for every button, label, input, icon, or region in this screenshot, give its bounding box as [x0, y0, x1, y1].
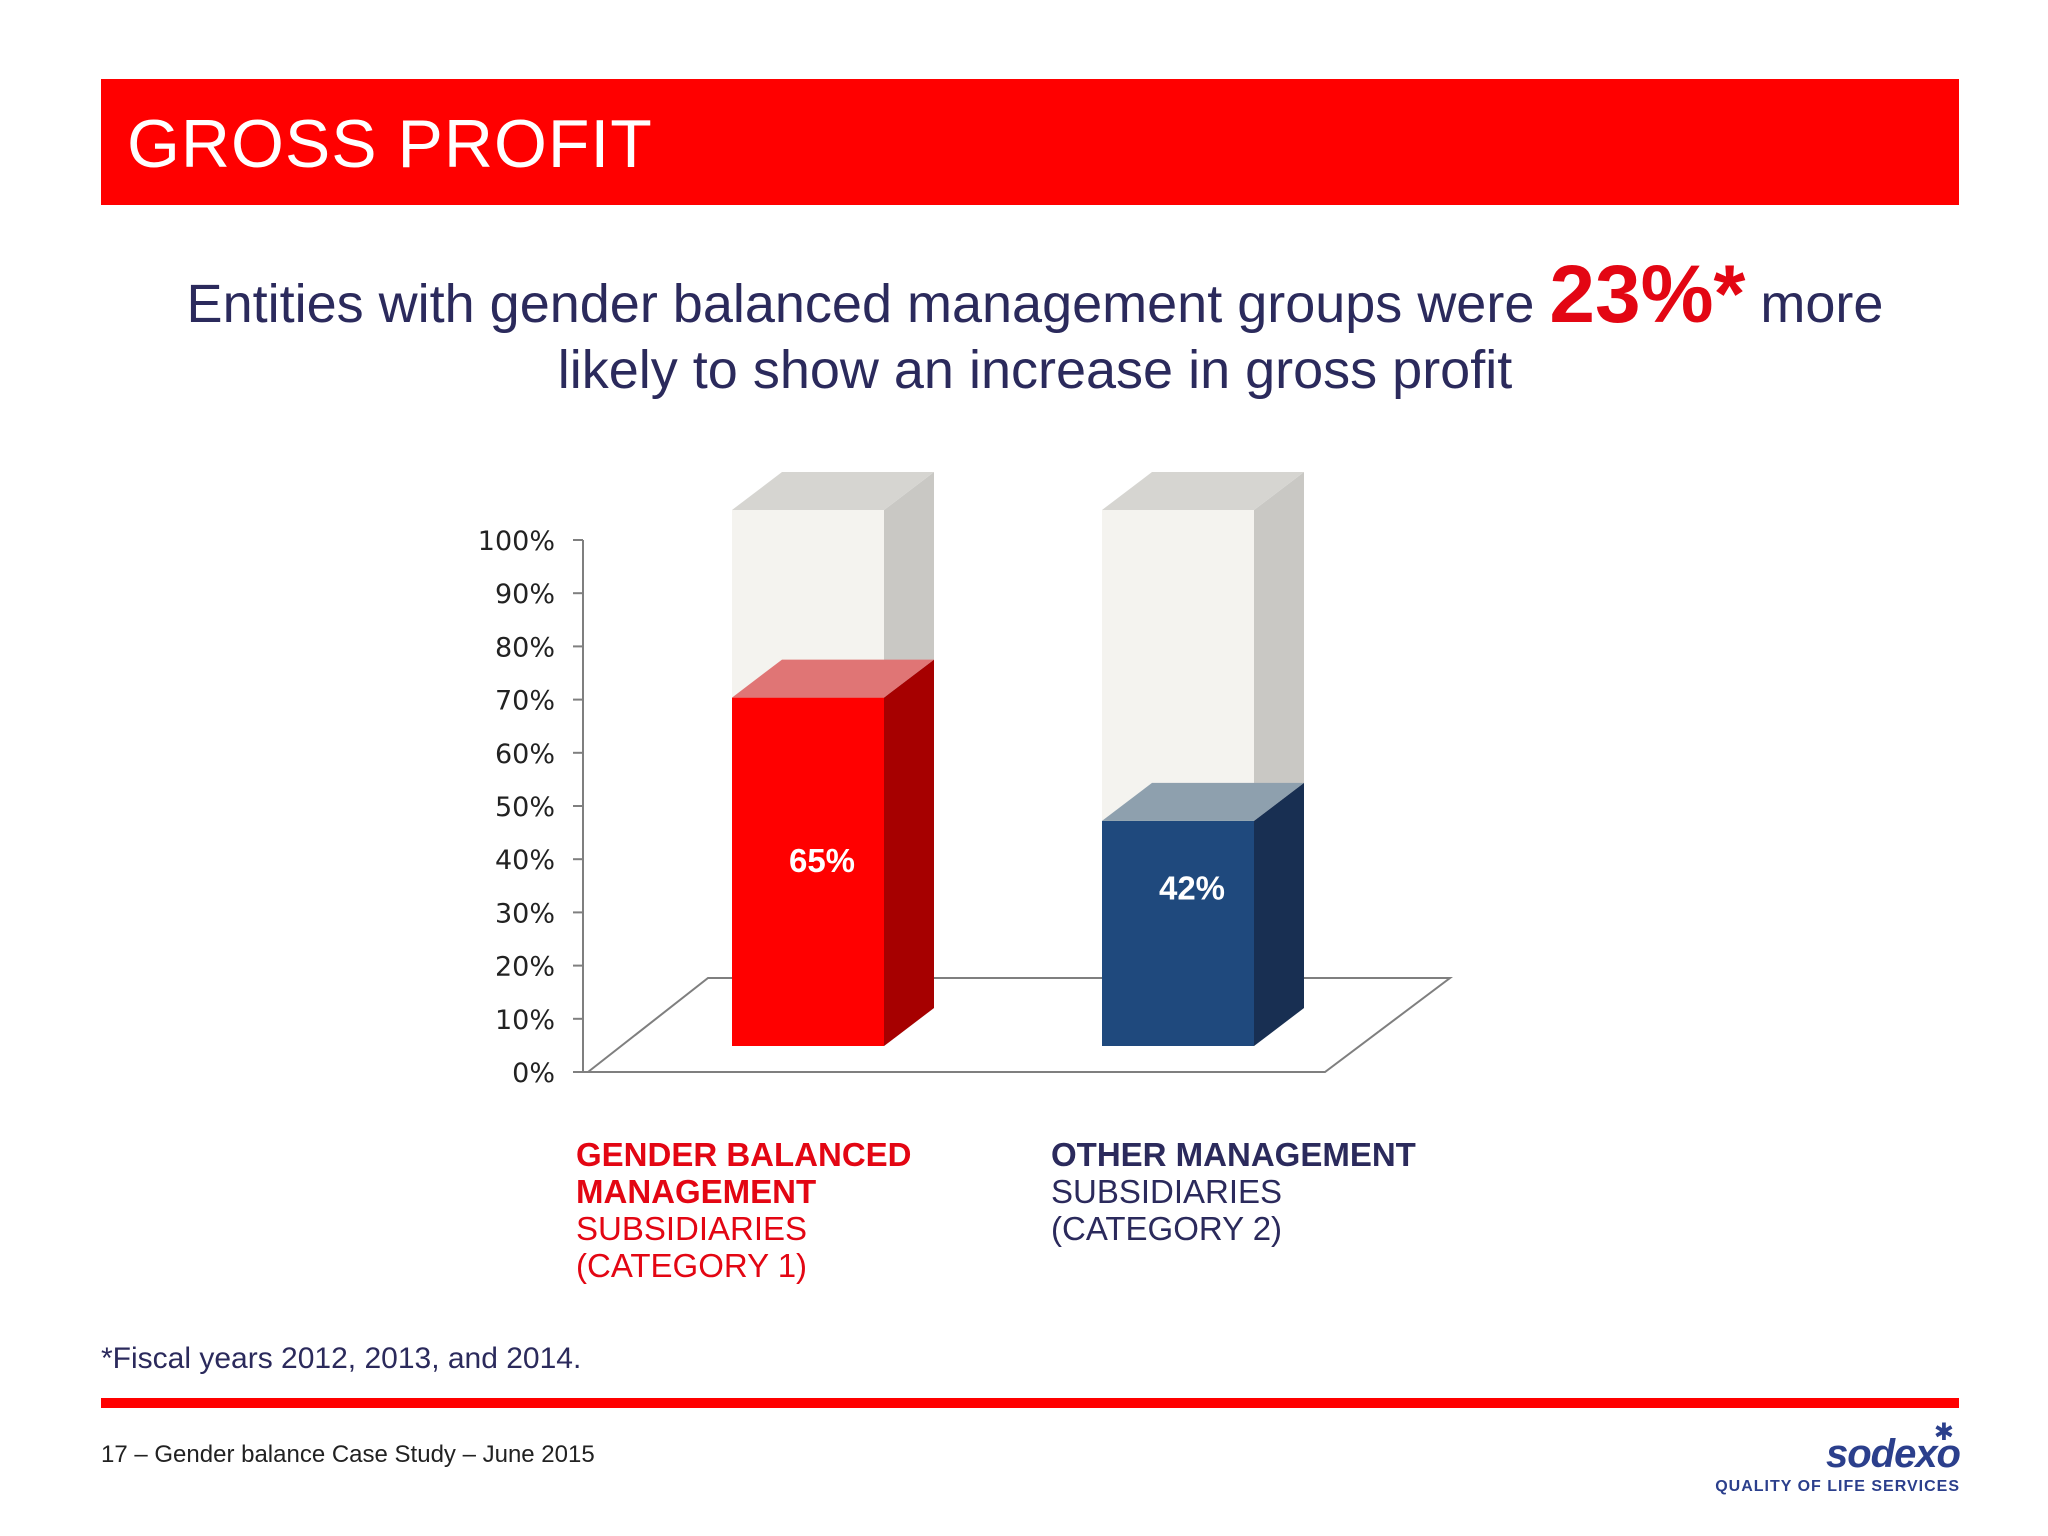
bar — [732, 697, 884, 1046]
category-1-label-line: (CATEGORY 1) — [576, 1247, 808, 1284]
y-tick-label: 30% — [495, 898, 555, 929]
footer-divider — [101, 1398, 1959, 1408]
category-1-label: GENDER BALANCED MANAGEMENT SUBSIDIARIES … — [576, 1136, 912, 1284]
bar-side — [1254, 782, 1304, 1046]
bar-ghost-top — [1102, 472, 1304, 510]
y-tick-label: 20% — [495, 952, 555, 983]
y-tick-label: 50% — [495, 792, 555, 823]
y-tick-label: 40% — [495, 845, 555, 876]
sodexo-logo: ✱ sodexo QUALITY OF LIFE SERVICES — [1715, 1419, 1961, 1500]
bar-value-label: 42% — [1159, 870, 1225, 907]
footer-text: 17 – Gender balance Case Study – June 20… — [101, 1441, 595, 1469]
page-number: 17 — [101, 1441, 128, 1468]
y-tick-label: 80% — [495, 632, 555, 663]
chart-floor — [585, 977, 1453, 1073]
headline-text-before: Entities with gender balanced management… — [186, 274, 1550, 334]
bar-top — [732, 659, 934, 698]
footer-caption: – Gender balance Case Study – June 2015 — [134, 1441, 595, 1468]
bar-value-label: 65% — [789, 842, 855, 879]
bar-side — [884, 659, 934, 1046]
category-2-label-line: OTHER MANAGEMENT — [1051, 1136, 1416, 1173]
headline: Entities with gender balanced management… — [120, 254, 1950, 403]
logo-tagline: QUALITY OF LIFE SERVICES — [1715, 1478, 1960, 1495]
y-tick-label: 100% — [478, 526, 555, 557]
category-1-label-line: MANAGEMENT — [576, 1173, 817, 1210]
category-2-label-line: (CATEGORY 2) — [1051, 1210, 1283, 1247]
category-2-label-line: SUBSIDIARIES — [1051, 1173, 1283, 1210]
y-tick-label: 90% — [495, 579, 555, 610]
y-tick-label: 70% — [495, 686, 555, 717]
y-tick-label: 0% — [512, 1058, 555, 1089]
title-bar: GROSS PROFIT — [101, 79, 1959, 205]
bar — [1102, 820, 1254, 1046]
y-tick-label: 10% — [495, 1005, 555, 1036]
bar-ghost-top — [732, 472, 934, 510]
bar-top — [1102, 782, 1304, 821]
star-icon: ✱ — [1933, 1419, 1954, 1446]
footnote: *Fiscal years 2012, 2013, and 2014. — [101, 1342, 582, 1375]
category-1-label-line: GENDER BALANCED — [576, 1136, 912, 1173]
category-2-label: OTHER MANAGEMENT SUBSIDIARIES (CATEGORY … — [1051, 1136, 1416, 1247]
logo-wordmark: sodexo — [1825, 1432, 1961, 1476]
page-title: GROSS PROFIT — [127, 106, 653, 182]
category-1-label-line: SUBSIDIARIES — [576, 1210, 808, 1247]
y-tick-label: 60% — [495, 739, 555, 770]
headline-text-after: more likely to show an increase in gross… — [557, 274, 1884, 400]
headline-highlight: 23%* — [1549, 249, 1746, 340]
